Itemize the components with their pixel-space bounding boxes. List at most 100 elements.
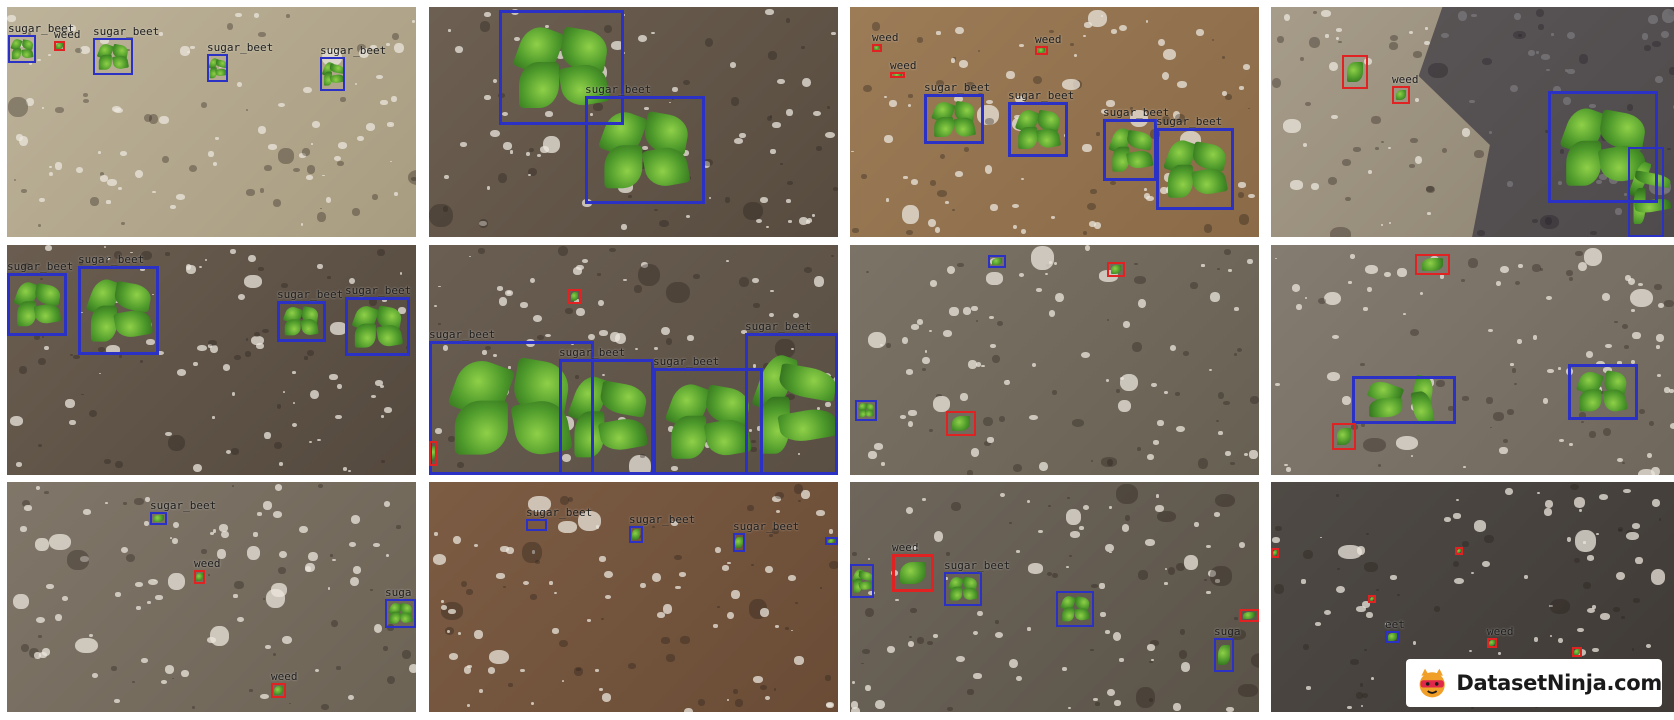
soil-stone — [916, 319, 923, 326]
soil-stone — [114, 699, 120, 704]
soil-stone — [342, 467, 348, 471]
soil-stone — [1325, 33, 1330, 38]
soil-stone — [1155, 494, 1160, 498]
soil-stone — [1420, 291, 1424, 295]
soil-stone — [394, 43, 404, 54]
soil-stone — [942, 330, 952, 338]
soil-stone — [460, 580, 467, 588]
soil-stone — [1153, 440, 1160, 445]
sugar-beet-bbox — [207, 54, 228, 82]
soil-stone — [576, 308, 586, 317]
soil-stone — [10, 415, 23, 426]
soil-stone — [925, 350, 928, 353]
soil-stone — [1012, 463, 1023, 472]
soil-stone — [558, 246, 569, 257]
soil-stone — [1020, 228, 1027, 234]
soil-stone — [973, 672, 982, 679]
soil-stone — [245, 337, 249, 341]
soil-stone — [596, 273, 601, 277]
soil-stone — [447, 29, 451, 32]
soil-stone — [944, 201, 950, 205]
soil-stone — [246, 189, 255, 196]
soil-stone — [1395, 436, 1419, 451]
soil-stone — [73, 354, 80, 359]
soil-stone — [771, 495, 781, 502]
soil-stone — [251, 335, 264, 345]
soil-stone — [508, 683, 513, 688]
soil-stone — [1388, 146, 1392, 150]
soil-stone — [1655, 345, 1660, 349]
soil-stone — [894, 598, 899, 602]
weed-bbox — [872, 44, 882, 52]
soil-stone — [1317, 297, 1326, 305]
soil-stone — [683, 707, 693, 712]
soil-stone — [1648, 420, 1654, 427]
soil-stone — [336, 383, 342, 389]
soil-stone — [231, 448, 240, 455]
soil-stone — [739, 133, 746, 139]
weed-bbox — [271, 683, 286, 698]
soil-stone — [947, 706, 953, 711]
soil-stone — [1274, 584, 1285, 595]
soil-stone — [751, 564, 754, 567]
soil-stone — [772, 527, 779, 534]
soil-stone — [721, 565, 730, 571]
weed-bbox — [1107, 262, 1125, 277]
soil-stone — [244, 274, 262, 288]
soil-stone — [549, 581, 554, 585]
soil-stone — [278, 103, 286, 108]
soil-stone — [786, 109, 793, 117]
soil-stone — [1623, 488, 1631, 494]
tile-4: weed — [1271, 7, 1674, 237]
bbox-label: weed — [892, 541, 919, 554]
soil-stone — [686, 214, 691, 218]
soil-stone — [985, 99, 993, 105]
weed-bbox — [429, 441, 437, 466]
soil-stone — [197, 344, 207, 352]
soil-stone — [1397, 593, 1400, 596]
soil-stone — [1549, 599, 1570, 615]
soil-stone — [967, 689, 974, 695]
soil-stone — [1327, 176, 1337, 186]
soil-stone — [654, 346, 659, 351]
weed-bbox — [1035, 46, 1048, 55]
soil-stone — [1592, 604, 1597, 609]
soil-stone — [1602, 428, 1611, 437]
soil-stone — [226, 23, 233, 30]
soil-stone — [930, 179, 937, 186]
soil-stone — [1216, 419, 1220, 422]
soil-stone — [680, 635, 690, 644]
soil-stone — [1145, 539, 1155, 546]
soil-stone — [385, 554, 389, 558]
soil-stone — [299, 525, 308, 534]
soil-stone — [448, 609, 457, 614]
soil-stone — [457, 462, 464, 469]
soil-stone — [1621, 462, 1626, 465]
bbox-label: sugar_beet — [277, 288, 344, 301]
soil-stone — [249, 688, 253, 693]
soil-stone — [663, 604, 673, 614]
soil-stone — [7, 15, 16, 22]
soil-stone — [1356, 606, 1367, 613]
sugar-beet-bbox — [8, 35, 36, 63]
soil-stone — [984, 165, 993, 174]
soil-stone — [1444, 517, 1452, 523]
soil-stone — [264, 432, 271, 440]
sugar-beet-bbox — [7, 273, 67, 336]
soil-stone — [254, 331, 261, 338]
soil-stone — [1066, 509, 1081, 525]
bbox-label: sugar_beet — [653, 355, 720, 368]
soil-stone — [1054, 292, 1065, 303]
soil-stone — [1031, 362, 1037, 367]
soil-stone — [42, 648, 51, 656]
soil-stone — [1603, 366, 1612, 373]
soil-stone — [1161, 71, 1170, 80]
soil-stone — [1302, 143, 1308, 148]
soil-stone — [743, 201, 764, 221]
soil-stone — [970, 448, 980, 457]
soil-stone — [263, 165, 272, 172]
soil-stone — [259, 693, 269, 700]
soil-stone — [340, 97, 347, 102]
soil-stone — [1271, 536, 1280, 543]
soil-stone — [38, 357, 47, 366]
